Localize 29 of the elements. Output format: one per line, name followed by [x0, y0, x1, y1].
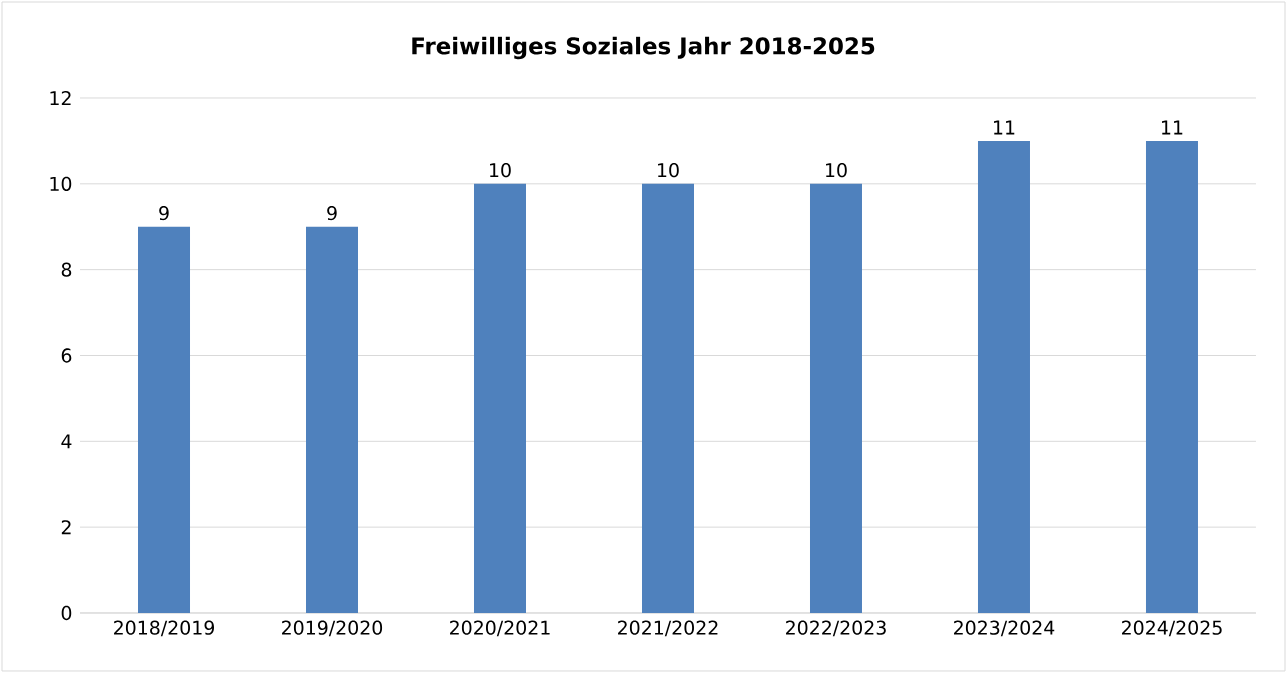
y-tick-label: 8: [61, 262, 72, 277]
y-tick-label: 4: [61, 434, 72, 449]
y-tick-label: 6: [61, 348, 72, 363]
bar: [642, 183, 694, 613]
x-tick-label: 2021/2022: [618, 620, 718, 637]
bar: [809, 183, 862, 613]
data-label: 10: [490, 162, 511, 178]
data-label: 9: [159, 205, 169, 221]
x-tick-label: 2019/2020: [282, 620, 383, 637]
x-tick-label: 2024/2025: [1122, 620, 1222, 637]
y-tick-label: 2: [61, 520, 71, 535]
data-label: 10: [658, 162, 679, 178]
data-label: 11: [994, 120, 1015, 135]
y-tick-label: 12: [50, 90, 71, 106]
bar: [474, 183, 526, 613]
data-label: 11: [1162, 120, 1183, 135]
x-tick-label: 2022/2023: [786, 620, 886, 637]
chart-title: Freiwilliges Soziales Jahr 2018-2025: [412, 36, 875, 60]
x-tick-label: 2023/2024: [954, 620, 1055, 637]
bar: [306, 226, 358, 613]
y-tick-label: 0: [61, 605, 72, 621]
data-label: 9: [327, 205, 337, 221]
bar: [138, 226, 191, 613]
data-label: 10: [826, 162, 847, 178]
x-tick-label: 2020/2021: [450, 620, 550, 637]
bar: [1145, 140, 1198, 613]
bar: [977, 140, 1030, 613]
y-tick-label: 10: [50, 176, 72, 191]
x-tick-label: 2018/2019: [114, 620, 214, 637]
